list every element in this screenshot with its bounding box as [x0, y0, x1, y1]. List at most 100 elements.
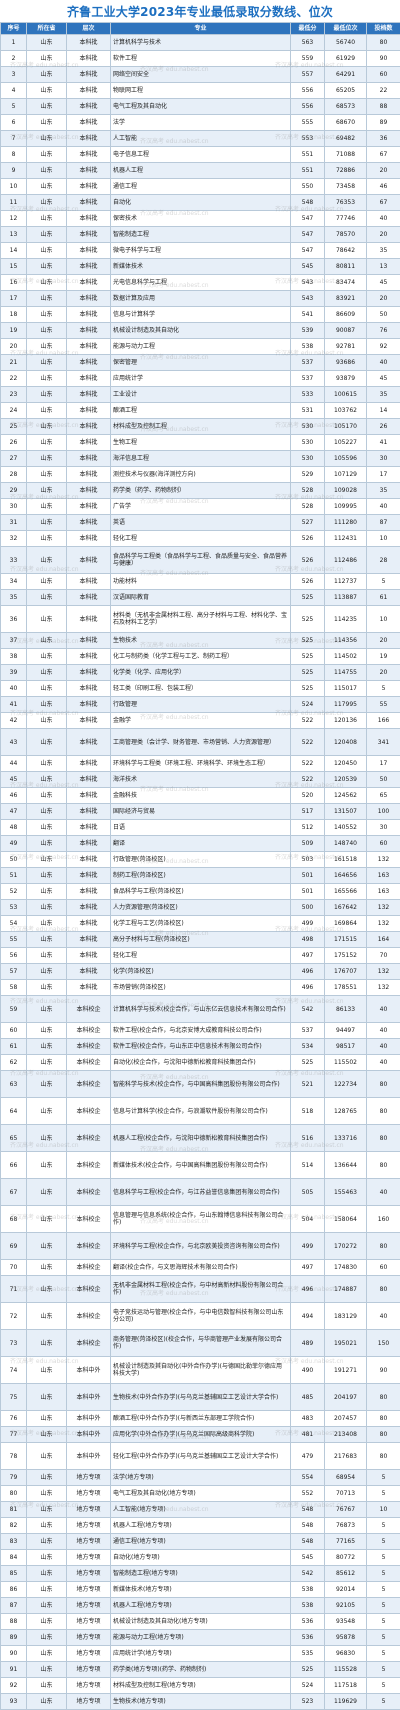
cell-quota: 35 [367, 387, 400, 403]
cell-min-rank: 183129 [325, 1303, 367, 1330]
cell-province: 山东 [27, 1384, 67, 1411]
cell-province: 山东 [27, 419, 67, 435]
cell-major: 广告学 [111, 499, 291, 515]
cell-major: 法学(地方专项) [111, 1470, 291, 1486]
cell-index: 33 [1, 547, 27, 574]
cell-index: 28 [1, 467, 27, 483]
cell-min-rank: 164656 [325, 868, 367, 884]
cell-level: 本科批 [67, 804, 111, 820]
cell-index: 34 [1, 574, 27, 590]
cell-quota: 40 [367, 1055, 400, 1071]
cell-province: 山东 [27, 323, 67, 339]
cell-province: 山东 [27, 1023, 67, 1039]
cell-index: 63 [1, 1071, 27, 1098]
cell-province: 山东 [27, 964, 67, 980]
cell-min-score: 548 [291, 1518, 325, 1534]
cell-major: 人工智能 [111, 131, 291, 147]
cell-min-score: 526 [291, 574, 325, 590]
cell-level: 本科批 [67, 884, 111, 900]
page-title: 齐鲁工业大学2023年专业最低录取分数线、位次 [0, 0, 400, 22]
cell-province: 山东 [27, 147, 67, 163]
cell-min-rank: 61929 [325, 51, 367, 67]
cell-quota: 5 [367, 1534, 400, 1550]
cell-min-score: 522 [291, 756, 325, 772]
cell-index: 62 [1, 1055, 27, 1071]
cell-min-score: 539 [291, 323, 325, 339]
cell-quota: 67 [367, 195, 400, 211]
cell-major: 化工与制药类（化学工程与工艺、制药工程） [111, 649, 291, 665]
cell-min-rank: 105170 [325, 419, 367, 435]
cell-quota: 132 [367, 916, 400, 932]
cell-min-score: 499 [291, 916, 325, 932]
cell-major: 新媒体技术(地方专项) [111, 1582, 291, 1598]
cell-major: 计算机科学与技术 [111, 35, 291, 51]
cell-min-rank: 112737 [325, 574, 367, 590]
cell-province: 山东 [27, 804, 67, 820]
cell-index: 61 [1, 1039, 27, 1055]
cell-major: 轻化工程 [111, 531, 291, 547]
cell-min-rank: 92014 [325, 1582, 367, 1598]
cell-quota: 60 [367, 1260, 400, 1276]
cell-min-rank: 169864 [325, 916, 367, 932]
cell-min-rank: 96830 [325, 1646, 367, 1662]
cell-quota: 28 [367, 547, 400, 574]
cell-index: 64 [1, 1098, 27, 1125]
cell-index: 57 [1, 964, 27, 980]
cell-quota: 41 [367, 435, 400, 451]
cell-major: 化学工程与工艺(菏泽校区) [111, 916, 291, 932]
cell-min-score: 551 [291, 163, 325, 179]
cell-index: 69 [1, 1233, 27, 1260]
cell-quota: 166 [367, 713, 400, 729]
cell-major: 物联网工程 [111, 83, 291, 99]
cell-min-score: 543 [291, 275, 325, 291]
cell-quota: 132 [367, 980, 400, 996]
cell-min-rank: 103762 [325, 403, 367, 419]
cell-quota: 10 [367, 531, 400, 547]
cell-major: 英语 [111, 515, 291, 531]
cell-province: 山东 [27, 1152, 67, 1179]
cell-index: 55 [1, 932, 27, 948]
cell-min-rank: 133716 [325, 1125, 367, 1152]
cell-province: 山东 [27, 1678, 67, 1694]
cell-level: 本科批 [67, 483, 111, 499]
cell-province: 山东 [27, 1055, 67, 1071]
cell-min-rank: 120408 [325, 729, 367, 756]
cell-quota: 40 [367, 1023, 400, 1039]
cell-major: 电子竞技运动与管理(校企合作，与中电信数智科技有限公司山东分公司) [111, 1303, 291, 1330]
cell-index: 49 [1, 836, 27, 852]
cell-index: 44 [1, 756, 27, 772]
cell-province: 山东 [27, 227, 67, 243]
cell-index: 93 [1, 1694, 27, 1710]
cell-quota: 80 [367, 35, 400, 51]
cell-index: 53 [1, 900, 27, 916]
cell-min-score: 496 [291, 964, 325, 980]
cell-index: 78 [1, 1443, 27, 1470]
cell-quota: 20 [367, 665, 400, 681]
cell-level: 本科校企 [67, 996, 111, 1023]
cell-min-score: 525 [291, 665, 325, 681]
cell-min-score: 494 [291, 1303, 325, 1330]
col-header-quota: 投档数 [367, 23, 400, 35]
cell-index: 80 [1, 1486, 27, 1502]
cell-major: 软件工程 [111, 51, 291, 67]
cell-province: 山东 [27, 179, 67, 195]
cell-level: 本科中外 [67, 1427, 111, 1443]
cell-quota: 90 [367, 1357, 400, 1384]
cell-province: 山东 [27, 1260, 67, 1276]
cell-level: 本科批 [67, 531, 111, 547]
cell-province: 山东 [27, 275, 67, 291]
cell-province: 山东 [27, 932, 67, 948]
